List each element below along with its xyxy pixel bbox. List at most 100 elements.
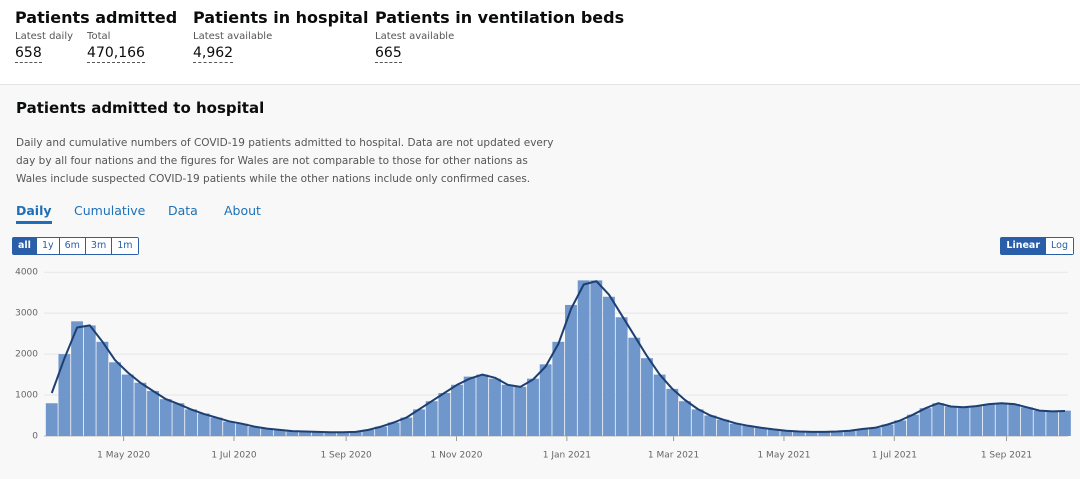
bar	[337, 432, 349, 436]
bar	[185, 409, 197, 436]
bar	[818, 431, 831, 436]
bar	[894, 420, 907, 436]
card-description: Daily and cumulative numbers of COVID-19…	[16, 137, 554, 185]
range-button[interactable]: 1m	[112, 238, 138, 254]
bar	[830, 431, 843, 436]
bar	[856, 429, 869, 436]
bar	[451, 384, 463, 436]
bar	[793, 431, 805, 436]
range-button[interactable]: 3m	[85, 238, 113, 254]
bar	[552, 341, 565, 436]
bar	[679, 401, 691, 436]
bar	[868, 427, 881, 436]
metric: Latest daily 658	[15, 27, 73, 63]
x-tick-label: 1 Sep 2021	[981, 451, 1032, 461]
bar	[881, 424, 894, 436]
tab[interactable]: Data	[168, 203, 198, 218]
scale-button[interactable]: Linear	[1001, 238, 1047, 254]
bar	[704, 415, 717, 436]
headline-group: Patients admitted Latest daily 658 Total 470…	[15, 8, 177, 63]
bar	[767, 429, 780, 436]
bar	[197, 413, 210, 436]
metric-value[interactable]: 658	[15, 45, 42, 63]
bar	[425, 401, 438, 436]
scale-button[interactable]: Log	[1046, 238, 1073, 254]
bar	[1020, 407, 1033, 436]
bar	[691, 409, 704, 436]
bar	[805, 431, 818, 436]
bar	[932, 403, 945, 436]
bar	[299, 431, 311, 436]
bar	[286, 431, 299, 436]
metric-label: Total	[87, 31, 111, 42]
range-button[interactable]: all	[13, 238, 37, 254]
bar	[577, 280, 590, 436]
metric: Latest available 665	[375, 27, 454, 63]
bar	[957, 407, 970, 436]
bar	[147, 390, 159, 436]
metric: Latest available 4,962	[193, 27, 272, 63]
bar	[843, 430, 856, 436]
headline-title: Patients admitted	[15, 8, 178, 27]
bar	[159, 399, 172, 436]
tab[interactable]: Cumulative	[74, 203, 146, 218]
bar	[717, 419, 729, 436]
bar	[1046, 411, 1059, 436]
bar	[324, 432, 337, 436]
x-tick-label: 1 Mar 2021	[648, 451, 699, 461]
bar	[58, 354, 71, 436]
tab[interactable]: Daily	[16, 203, 52, 224]
bar	[71, 321, 84, 436]
tab[interactable]: About	[224, 203, 261, 218]
y-tick-label: 2000	[15, 350, 38, 360]
bar	[982, 404, 995, 436]
y-tick-label: 1000	[15, 391, 38, 401]
bar	[565, 304, 577, 436]
headline-group: Patients in ventilation beds Latest avail…	[375, 8, 624, 63]
bar	[615, 317, 628, 436]
bar	[780, 430, 793, 436]
bar	[729, 423, 742, 436]
bar	[1008, 404, 1021, 436]
bar	[944, 406, 957, 436]
scale-buttons: Linear Log	[1000, 237, 1074, 255]
bar	[134, 382, 147, 436]
bar	[400, 417, 413, 436]
headline-title: Patients in hospital	[193, 8, 369, 27]
bar	[501, 384, 514, 436]
x-tick-label: 1 Nov 2020	[431, 451, 483, 461]
bar	[45, 403, 58, 436]
bar	[539, 364, 552, 436]
bar	[210, 417, 223, 436]
y-tick-label: 0	[32, 432, 38, 442]
bar	[387, 422, 400, 436]
headline-group: Patients in hospital Latest available 4,96…	[193, 8, 368, 63]
x-tick-label: 1 Jul 2020	[211, 451, 256, 461]
bar	[109, 362, 121, 436]
bar	[742, 425, 755, 436]
bar	[590, 280, 603, 436]
bar	[1058, 410, 1071, 436]
metric-label: Latest available	[193, 31, 273, 42]
range-buttons: all 1y 6m 3m 1m	[12, 237, 139, 255]
bar	[349, 431, 362, 436]
metric-value[interactable]: 4,962	[193, 45, 234, 63]
bar	[172, 403, 185, 436]
range-button[interactable]: 6m	[59, 238, 86, 254]
bar	[96, 341, 109, 436]
bar	[666, 388, 679, 436]
metric: Total 470,166	[87, 27, 145, 63]
bar	[463, 376, 476, 436]
bar	[273, 430, 286, 436]
bar	[919, 408, 932, 436]
bar	[235, 423, 248, 436]
metric-value[interactable]: 470,166	[87, 45, 145, 63]
range-button[interactable]: 1y	[36, 238, 60, 254]
chart: 0 1000 2000 3000 4000 1 May 2020 1 Jul 2020 1 S…	[15, 268, 1071, 461]
metric-value[interactable]: 665	[375, 45, 402, 63]
bar	[476, 374, 489, 436]
bar	[628, 337, 641, 436]
bar	[248, 426, 261, 436]
bar	[514, 386, 527, 436]
bar	[311, 431, 324, 436]
